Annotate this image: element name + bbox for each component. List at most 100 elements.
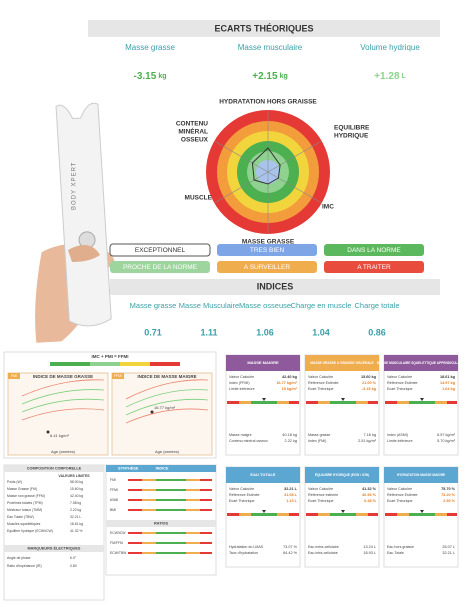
card-header [226, 467, 300, 483]
curve [125, 398, 209, 416]
label: FFMI [110, 488, 118, 492]
scale-band [90, 362, 120, 366]
value: +2.15 [252, 71, 278, 82]
label: MARQUEURS ÉLECTRIQUES [28, 546, 81, 551]
legend-chip [324, 261, 424, 273]
gauge-band [368, 401, 378, 404]
label: ECW/TBW [110, 551, 127, 555]
label: 15 kg/m² [282, 387, 298, 391]
label: Taux d'hydratation [229, 551, 258, 555]
card-header [384, 355, 458, 371]
label: 13.24 L [363, 545, 376, 549]
gauge-band [200, 499, 212, 501]
label: Contenu minéral osseux [229, 439, 268, 443]
label: FMI [11, 374, 17, 378]
label: 18.93 L [363, 551, 376, 555]
gauge-band [385, 401, 397, 404]
gauge-band [128, 552, 142, 554]
chart-area [7, 372, 109, 456]
gauge-band [200, 489, 212, 491]
axis-label: MASSE GRASSE [242, 239, 295, 246]
label: FMI [110, 478, 116, 482]
metric-value: +2.15 kg [252, 71, 287, 82]
gauge-band [447, 513, 457, 516]
legend-label: A TRAITER [357, 264, 391, 271]
label: 21.00 % [362, 381, 377, 385]
label: SYNTHÈSE [118, 466, 139, 471]
equation: IMC + PMI = FFMI [91, 354, 128, 359]
metric-value: 1.06 [256, 327, 274, 337]
axis-label: HYDRATATION HORS GRAISSE [219, 99, 317, 106]
metric-value: 0.86 [368, 327, 386, 337]
gauge-band [356, 513, 368, 516]
gauge-band [251, 513, 277, 516]
label: Ecart Théorique [308, 387, 334, 391]
label: Poids (W) [7, 480, 22, 484]
label: INDICE [156, 467, 169, 471]
scale-band [120, 362, 150, 366]
label: Masse maigre [229, 433, 252, 437]
gauge-band [186, 552, 200, 554]
gauge-band [356, 401, 368, 404]
label: Ecart Théorique [229, 499, 255, 503]
label: FM/FFM [110, 541, 123, 545]
card-title: MASSE GRASSE & GRAISSE VISCÉRALE [310, 360, 373, 365]
label: 2.22 kg [285, 439, 297, 443]
panel-header [106, 465, 216, 472]
gauge-band [186, 499, 200, 501]
spoke [267, 140, 322, 173]
label: 31.08 L [284, 493, 298, 497]
gauge-band [435, 513, 447, 516]
metric-label: Masse osseuse [239, 301, 291, 310]
gauge-marker [341, 510, 345, 513]
axis-label: OSSEUX [181, 137, 209, 144]
point [46, 430, 50, 434]
value: -3.15 [134, 71, 157, 82]
gauge-band [142, 479, 156, 481]
gauge-band [435, 401, 447, 404]
gauge-band [397, 513, 409, 516]
label: Ecart Théorique [387, 499, 413, 503]
gauge-band [156, 542, 186, 544]
gauge-band [200, 552, 212, 554]
label: 73.07 % [283, 545, 298, 549]
label: Référence Estimée [387, 493, 418, 497]
label: Protéines totales (TPM) [7, 501, 43, 505]
label: 58.00 kg [70, 480, 83, 484]
label: Ratio d'impédance (IR) [7, 564, 42, 568]
label: 15.60 kg [361, 375, 377, 379]
gauge-band [200, 479, 212, 481]
unit: L [402, 73, 407, 80]
gauge-band [306, 513, 318, 516]
label: 5.70 kg/m² [437, 439, 456, 443]
curve [125, 408, 209, 424]
label: Ecart Théorique [387, 387, 413, 391]
label: Muscles squelettiques [7, 522, 41, 526]
legend-label: TRES BIEN [250, 247, 285, 254]
spoke [267, 171, 322, 204]
gauge-band [239, 513, 251, 516]
gauge-band [128, 542, 142, 544]
gauge-band [186, 542, 200, 544]
card [383, 466, 459, 568]
label: Minéraux totaux (TMM) [7, 508, 42, 512]
label: BMI [110, 508, 116, 512]
label: FFMI [114, 374, 122, 378]
card-title: HYDRATATION MASSE MAIGRE [397, 473, 445, 477]
label: 32.21 L [442, 551, 455, 555]
gauge-band [251, 401, 277, 404]
gauge-band [239, 401, 251, 404]
gauge-marker [341, 398, 345, 401]
gauge-band [200, 509, 212, 511]
gauge-marker [420, 510, 424, 513]
label: Age (années) [155, 449, 180, 454]
label: Référence Estimée [308, 381, 339, 385]
axis-label: CONTENU [176, 121, 208, 128]
label: 42.40 kg [70, 494, 83, 498]
label: 40.18 kg [282, 433, 297, 437]
label: Angle de phase [7, 556, 31, 560]
score-shape [251, 147, 281, 185]
curve [21, 398, 105, 413]
gauge-band [186, 489, 200, 491]
value: +1.28 [374, 71, 400, 82]
